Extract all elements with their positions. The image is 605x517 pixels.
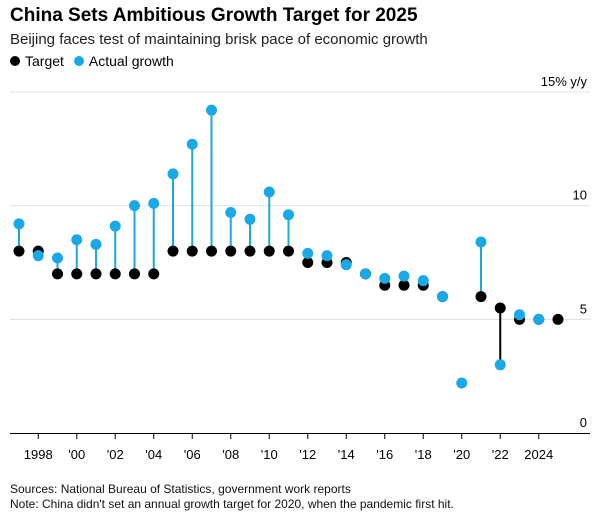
x-tick-label: '18 [415,447,432,462]
x-tick-label: '06 [184,447,201,462]
target-point [475,291,487,303]
y-tick-label: 15% y/y [541,74,588,89]
target-point [71,268,83,280]
actual-point [340,259,352,271]
actual-point [283,209,294,221]
y-tick-label: 10 [573,188,587,203]
actual-point [533,313,545,325]
x-tick-label: '20 [453,447,470,462]
x-tick-label: '02 [107,447,124,462]
actual-point [148,197,160,209]
actual-point [225,206,237,218]
actual-point [263,186,275,198]
x-tick-label: 1998 [24,447,53,462]
x-tick-label: '08 [222,447,239,462]
actual-point [52,252,63,264]
sources-note: Sources: National Bureau of Statistics, … [10,482,351,496]
target-point [109,268,121,280]
actual-point [32,250,44,262]
target-point [225,245,237,257]
target-point [13,245,25,257]
x-tick-label: 2024 [524,447,553,462]
target-point [52,268,63,280]
target-point [494,302,506,314]
pandemic-note: Note: China didn't set an annual growth … [10,497,454,511]
actual-point [475,236,487,248]
actual-point [360,268,371,280]
target-point [302,257,314,268]
x-tick-label: '00 [68,447,85,462]
x-tick-label: '12 [299,447,316,462]
target-point [283,245,294,257]
legend-actual-swatch [73,56,84,66]
legend-item-target: Target [10,53,64,69]
actual-point [206,104,217,116]
target-point [244,245,256,257]
actual-point [379,272,391,284]
actual-point [167,168,179,180]
x-tick-label: '04 [145,447,162,462]
legend-target-swatch [10,56,20,66]
actual-point [71,234,83,246]
target-point [167,245,179,257]
legend-target-label: Target [25,53,64,69]
chart-subtitle: Beijing faces test of maintaining brisk … [10,31,428,48]
actual-point [90,238,102,250]
target-point [263,245,275,257]
legend-actual-label: Actual growth [88,53,174,69]
actual-point [321,250,333,262]
target-point [129,268,140,280]
target-point [90,268,102,280]
actual-point [494,359,506,371]
actual-point [302,247,314,259]
actual-point [437,291,448,303]
actual-point [398,270,410,282]
chart-title: China Sets Ambitious Growth Target for 2… [10,5,418,26]
x-tick-label: '14 [338,447,355,462]
target-point [552,313,564,325]
actual-point [186,138,198,150]
legend-item-actual: Actual growth [73,53,174,69]
target-point [398,279,410,291]
y-tick-label: 0 [580,415,587,430]
actual-point [514,309,525,321]
actual-point [129,200,140,212]
y-tick-label: 5 [580,301,587,316]
footer: Sources: National Bureau of Statistics, … [10,482,454,512]
actual-point [13,218,25,230]
x-tick-label: '16 [376,447,393,462]
legend: Target Actual growth [10,53,184,69]
actual-point [244,213,256,225]
target-point [148,268,160,280]
actual-point [109,220,121,232]
actual-point [456,377,468,389]
x-tick-label: '22 [492,447,509,462]
actual-point [417,275,429,287]
target-point [206,245,217,257]
x-tick-label: '10 [261,447,278,462]
target-point [186,245,198,257]
